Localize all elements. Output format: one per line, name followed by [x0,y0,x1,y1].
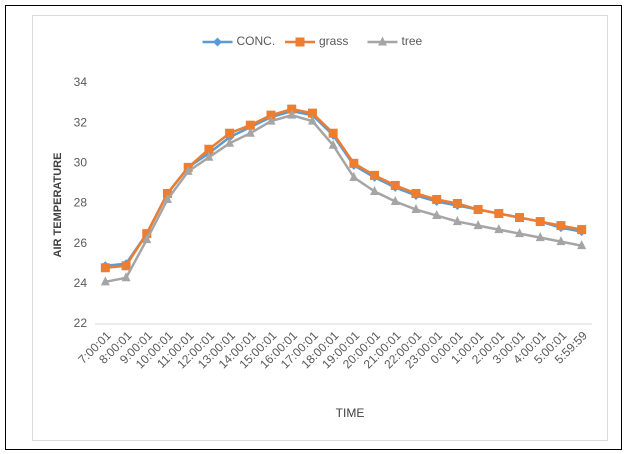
data-point [370,170,380,180]
data-point [100,276,110,286]
data-point [225,137,235,147]
data-point [162,188,172,198]
data-point [100,263,110,273]
data-point [432,194,442,204]
data-point [266,110,276,120]
data-point [328,139,338,149]
data-point [287,104,297,114]
data-point [162,193,172,203]
series-line [105,113,582,284]
data-point [432,210,442,220]
data-point [494,209,504,219]
legend-label: tree [402,34,423,48]
data-point [204,151,214,161]
legend-swatch-marker [295,37,305,47]
data-point [245,120,255,130]
data-point [307,108,317,118]
data-point [287,109,297,119]
data-point [577,240,587,250]
data-point [577,225,587,235]
outer-frame [5,5,622,450]
data-point [266,115,276,125]
data-point [349,158,359,168]
data-point [390,180,400,190]
y-tick-label: 32 [74,115,88,129]
y-tick-label: 24 [74,276,88,290]
legend-label: CONC. [237,34,276,48]
data-point [535,232,545,242]
data-point [142,234,152,244]
data-point [183,165,193,175]
y-tick-label: 26 [74,236,88,250]
y-tick-label: 28 [74,196,88,210]
data-point [349,171,359,181]
data-point [515,213,525,223]
data-point [556,236,566,246]
x-axis-title: TIME [336,406,365,420]
data-point [328,128,338,138]
legend-label: grass [319,34,348,48]
data-point [411,204,421,214]
data-point [204,144,214,154]
y-tick-label: 30 [74,156,88,170]
legend-swatch-marker [378,36,387,46]
data-point [390,195,400,205]
y-axis-title: AIR TEMPERATURE [52,153,64,258]
data-point [452,216,462,226]
data-point [245,127,255,137]
data-point [535,217,545,227]
y-tick-label: 22 [74,316,88,330]
legend-swatch-marker [213,37,222,47]
data-point [307,115,317,125]
data-point [142,229,152,239]
data-point [452,199,462,208]
data-point [473,220,483,230]
data-point [556,221,566,231]
data-point [370,185,380,195]
data-point [121,272,131,282]
data-point [515,228,525,238]
chart-frame [32,15,608,441]
data-point [473,205,483,215]
data-point [494,224,504,234]
data-point [411,188,421,198]
data-point [121,261,131,271]
data-point [225,128,235,138]
y-tick-label: 34 [74,75,88,89]
